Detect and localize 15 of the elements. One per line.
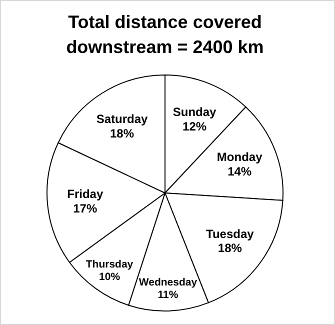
slice-label: Friday	[67, 187, 104, 202]
data-label: 12%	[182, 119, 207, 134]
data-label: 18%	[218, 241, 242, 256]
slice-label: Monday	[216, 150, 263, 164]
data-label: 17%	[73, 202, 98, 216]
slice-label: Saturday	[96, 112, 148, 126]
slice-label: Thursday	[86, 258, 134, 270]
slice-label: Wednesday	[138, 276, 198, 288]
data-label: 14%	[228, 164, 252, 178]
data-label: 18%	[110, 126, 134, 140]
slice-label: Sunday	[172, 104, 217, 119]
slice-label: Tuesday	[206, 226, 254, 241]
chart-title: Total distance covered downstream = 2400 km	[66, 12, 264, 57]
data-label: 11%	[158, 288, 179, 301]
data-label: 10%	[99, 270, 121, 283]
